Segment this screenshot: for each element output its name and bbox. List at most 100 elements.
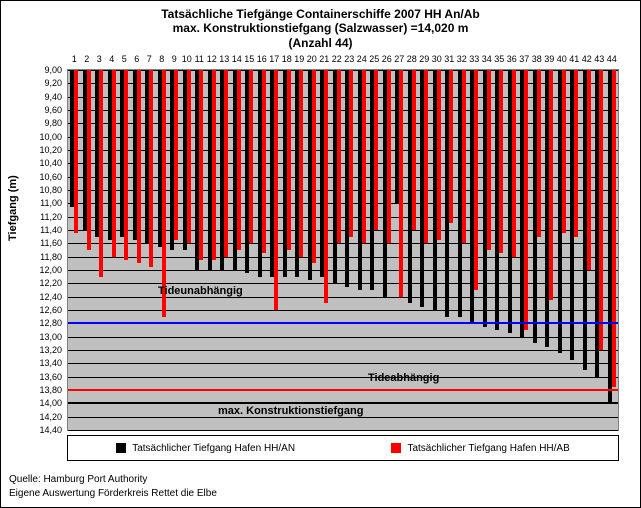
x-tick-label: 25 xyxy=(369,54,379,64)
y-tick-label: 13,80 xyxy=(22,385,62,395)
x-tick-label: 29 xyxy=(419,54,429,64)
x-tick-label: 8 xyxy=(159,54,164,64)
x-tick-label: 5 xyxy=(122,54,127,64)
reference-line xyxy=(68,402,618,404)
x-tick-label: 30 xyxy=(432,54,442,64)
x-tick-label: 11 xyxy=(195,54,204,64)
x-tick-label: 35 xyxy=(494,54,504,64)
bar-ab xyxy=(74,70,78,233)
bar-ab xyxy=(187,70,191,243)
bar-ab xyxy=(112,70,116,257)
legend-item-an: Tatsächlicher Tiefgang Hafen HH/AN xyxy=(116,443,295,454)
title-line-3: (Anzahl 44) xyxy=(1,36,640,50)
y-tick-label: 14,00 xyxy=(22,398,62,408)
gridline xyxy=(68,363,618,364)
x-tick-label: 23 xyxy=(344,54,354,64)
y-tick-label: 11,80 xyxy=(22,252,62,262)
x-tick-label: 39 xyxy=(544,54,554,64)
x-tick-label: 36 xyxy=(507,54,517,64)
bar-ab xyxy=(124,70,128,260)
x-tick-label: 3 xyxy=(97,54,102,64)
bar-ab xyxy=(199,70,203,260)
bar-ab xyxy=(362,70,366,243)
x-tick-label: 17 xyxy=(269,54,279,64)
bar-ab xyxy=(387,70,391,243)
bar-ab xyxy=(274,70,278,310)
y-tick-label: 10,20 xyxy=(22,145,62,155)
x-tick-label: 37 xyxy=(519,54,529,64)
legend-label-ab: Tatsächlicher Tiefgang Hafen HH/AB xyxy=(407,443,569,454)
gridline xyxy=(68,377,618,378)
title-line-2: max. Konstruktionstiefgang (Salzwasser) … xyxy=(1,21,640,35)
y-tick-label: 9,80 xyxy=(22,118,62,128)
bar-ab xyxy=(562,70,566,233)
y-tick-label: 12,00 xyxy=(22,265,62,275)
source-line-1: Quelle: Hamburg Port Authority xyxy=(9,474,147,485)
bar-ab xyxy=(137,70,141,263)
x-tick-label: 27 xyxy=(394,54,404,64)
x-tick-label: 19 xyxy=(294,54,304,64)
x-tick-label: 20 xyxy=(307,54,317,64)
x-tick-label: 7 xyxy=(147,54,152,64)
reference-label: max. Konstruktionstiefgang xyxy=(218,405,363,417)
y-tick-label: 14,20 xyxy=(22,412,62,422)
bar-ab xyxy=(249,70,253,243)
bar-ab xyxy=(174,70,178,240)
x-tick-label: 18 xyxy=(282,54,292,64)
x-tick-label: 16 xyxy=(257,54,267,64)
bar-ab xyxy=(549,70,553,300)
y-tick-label: 11,20 xyxy=(22,212,62,222)
legend-item-ab: Tatsächlicher Tiefgang Hafen HH/AB xyxy=(391,443,569,454)
y-tick-label: 11,60 xyxy=(22,238,62,248)
source-line-2: Eigene Auswertung Förderkreis Rettet die… xyxy=(9,488,217,499)
chart-title: Tatsächliche Tiefgänge Containerschiffe … xyxy=(1,1,640,50)
bar-ab xyxy=(499,70,503,253)
x-tick-label: 32 xyxy=(457,54,467,64)
x-tick-label: 6 xyxy=(134,54,139,64)
chart-plot-area: 9,009,209,409,609,8010,0010,2010,4010,60… xyxy=(67,69,619,431)
legend-swatch-ab xyxy=(391,443,401,453)
x-tick-label: 21 xyxy=(319,54,329,64)
bar-ab xyxy=(87,70,91,250)
y-tick-label: 10,80 xyxy=(22,185,62,195)
y-tick-label: 10,40 xyxy=(22,158,62,168)
bar-ab xyxy=(487,70,491,250)
y-tick-label: 10,00 xyxy=(22,132,62,142)
y-tick-label: 9,00 xyxy=(22,65,62,75)
y-tick-label: 13,20 xyxy=(22,345,62,355)
x-tick-label: 44 xyxy=(607,54,617,64)
bar-ab xyxy=(612,70,616,387)
chart-container: Tatsächliche Tiefgänge Containerschiffe … xyxy=(0,0,641,508)
bar-ab xyxy=(537,70,541,237)
gridline xyxy=(68,350,618,351)
y-axis-label: Tiefgang (m) xyxy=(7,175,19,241)
reference-line xyxy=(68,389,618,391)
y-tick-label: 14,40 xyxy=(22,425,62,435)
y-tick-label: 10,60 xyxy=(22,172,62,182)
bar-ab xyxy=(474,70,478,290)
x-tick-label: 38 xyxy=(532,54,542,64)
bar-ab xyxy=(399,70,403,297)
bar-ab xyxy=(287,70,291,250)
y-tick-label: 12,60 xyxy=(22,305,62,315)
bar-ab xyxy=(412,70,416,230)
y-tick-label: 9,20 xyxy=(22,78,62,88)
bar-ab xyxy=(462,70,466,243)
bar-ab xyxy=(262,70,266,253)
x-tick-label: 26 xyxy=(382,54,392,64)
bar-ab xyxy=(324,70,328,303)
bar-ab xyxy=(449,70,453,223)
x-tick-label: 34 xyxy=(482,54,492,64)
bar-ab xyxy=(512,70,516,257)
x-tick-label: 22 xyxy=(332,54,342,64)
y-tick-label: 9,60 xyxy=(22,105,62,115)
gridline xyxy=(68,430,618,431)
bar-ab xyxy=(162,70,166,317)
bar-ab xyxy=(237,70,241,250)
bar-ab xyxy=(587,70,591,270)
x-tick-label: 14 xyxy=(232,54,242,64)
y-tick-label: 12,40 xyxy=(22,292,62,302)
y-tick-label: 11,00 xyxy=(22,198,62,208)
x-tick-label: 13 xyxy=(219,54,229,64)
x-tick-label: 9 xyxy=(172,54,177,64)
